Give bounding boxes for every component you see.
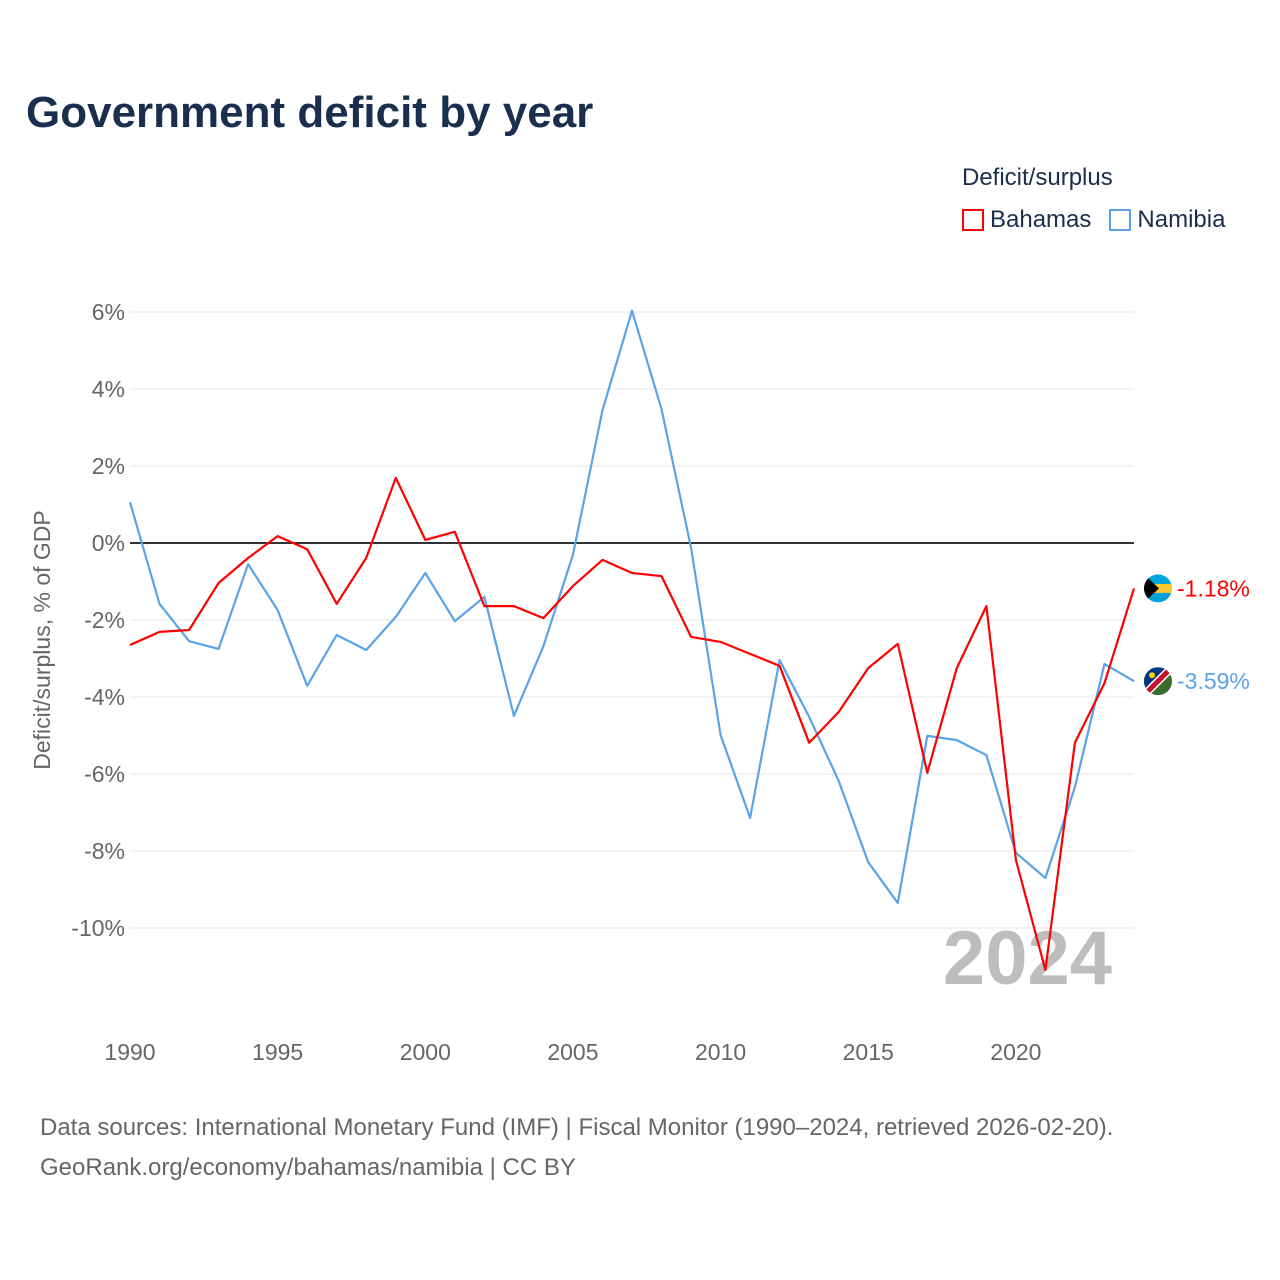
y-tick-label: 0% — [92, 530, 125, 556]
x-tick-label: 2020 — [990, 1039, 1041, 1065]
legend-swatch-bahamas — [962, 209, 984, 231]
legend-swatch-namibia — [1109, 209, 1132, 231]
end-label-bahamas: -1.18% — [1177, 575, 1250, 601]
legend-title: Deficit/surplus — [962, 164, 1113, 191]
end-label-namibia: -3.59% — [1177, 668, 1250, 694]
series-line-bahamas — [129, 476, 1136, 972]
legend-item-bahamas[interactable]: Bahamas — [962, 206, 1091, 234]
y-axis-label: Deficit/surplus, % of GDP — [29, 510, 55, 769]
flag-icon-namibia — [1144, 667, 1172, 696]
y-tick-label: 2% — [92, 453, 125, 479]
x-tick-label: 1990 — [104, 1039, 155, 1065]
source-note: Data sources: International Monetary Fun… — [40, 1108, 1113, 1188]
x-tick-label: 1995 — [252, 1039, 303, 1065]
y-tick-label: -10% — [71, 915, 125, 941]
legend-item-namibia[interactable]: Namibia — [1109, 206, 1225, 234]
y-tick-label: -8% — [84, 838, 125, 864]
legend-label: Namibia — [1137, 206, 1226, 233]
y-tick-label: 4% — [92, 376, 125, 402]
x-tick-label: 2010 — [695, 1039, 746, 1065]
x-tick-label: 2005 — [547, 1039, 598, 1065]
chart-title: Government deficit by year — [26, 88, 594, 137]
legend: Bahamas Namibia — [962, 206, 1225, 234]
y-tick-label: -6% — [84, 761, 125, 787]
series-line-namibia — [128, 309, 1135, 905]
source-line-1: Data sources: International Monetary Fun… — [40, 1114, 1114, 1141]
x-tick-label: 2015 — [843, 1039, 894, 1065]
y-tick-label: -4% — [84, 684, 125, 710]
x-tick-label: 2000 — [400, 1039, 451, 1065]
y-tick-label: 6% — [92, 299, 125, 325]
y-tick-label: -2% — [84, 607, 125, 633]
year-watermark: 2024 — [943, 916, 1112, 1001]
legend-label: Bahamas — [990, 206, 1092, 233]
source-line-2: GeoRank.org/economy/bahamas/namibia | CC… — [40, 1154, 576, 1181]
flag-icon-bahamas — [1144, 574, 1172, 603]
